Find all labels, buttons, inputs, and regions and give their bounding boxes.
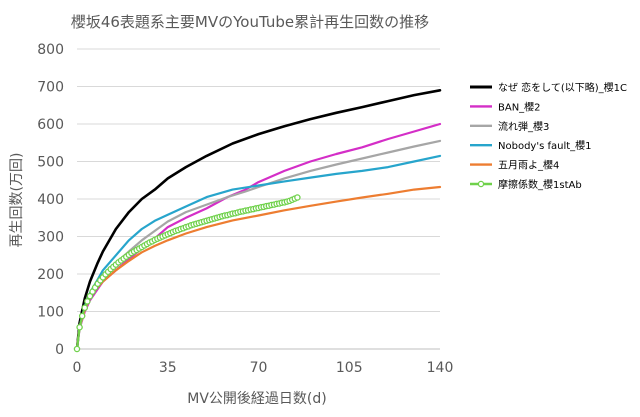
x-tick-label: 70 (250, 360, 268, 376)
y-tick-label: 200 (37, 267, 64, 283)
legend-label: 流れ弾_櫻3 (498, 120, 549, 133)
y-tick-label: 600 (37, 117, 64, 133)
legend-item: なぜ 恋をして(以下略)_櫻1C (470, 81, 627, 94)
data-point (73, 345, 81, 353)
y-axis-label: 再生回数(万回) (9, 153, 25, 248)
x-axis-label: MV公開後経過日数(d) (187, 391, 326, 407)
x-tick-label: 0 (73, 360, 82, 376)
y-tick-label: 400 (37, 192, 64, 208)
legend-item: Nobody's fault_櫻1 (470, 139, 592, 152)
legend-label: なぜ 恋をして(以下略)_櫻1C (498, 81, 627, 94)
legend-marker (477, 180, 485, 188)
chart-title: 櫻坂46表題系主要MVのYouTube累計再生回数の推移 (71, 13, 429, 31)
series-line (75, 89, 442, 351)
data-point (78, 312, 86, 320)
legend-label: 摩擦係数_櫻1stAb (498, 178, 582, 191)
legend: なぜ 恋をして(以下略)_櫻1C BAN_櫻2 流れ弾_櫻3 Nobody's fau… (470, 81, 627, 191)
data-point (294, 194, 301, 201)
series-layer (73, 89, 442, 353)
y-tick-label: 300 (37, 230, 64, 246)
legend-item: 五月雨よ_櫻4 (470, 159, 559, 172)
tick-labels: 0 100 200 300 400 500 600 700 800 0 35 70 105 140 (37, 42, 453, 376)
grid (77, 48, 440, 312)
y-tick-label: 800 (37, 42, 64, 58)
legend-item: BAN_櫻2 (470, 100, 541, 113)
legend-item: 摩擦係数_櫻1stAb (470, 178, 582, 191)
data-point (76, 323, 83, 331)
x-tick-label: 105 (336, 360, 363, 376)
x-tick-label: 35 (159, 360, 177, 376)
x-tick-label: 140 (427, 360, 454, 376)
data-point (84, 298, 91, 305)
y-tick-label: 100 (37, 305, 64, 321)
legend-label: Nobody's fault_櫻1 (498, 139, 592, 152)
legend-item: 流れ弾_櫻3 (470, 120, 549, 133)
data-point (81, 304, 89, 311)
legend-label: 五月雨よ_櫻4 (498, 159, 559, 172)
y-tick-label: 500 (37, 155, 64, 171)
legend-label: BAN_櫻2 (498, 100, 541, 113)
series-2 (75, 139, 442, 351)
y-tick-label: 0 (55, 342, 64, 358)
series-5 (73, 194, 301, 353)
series-line (75, 139, 442, 351)
y-tick-label: 700 (37, 80, 64, 96)
series-0 (75, 89, 442, 351)
